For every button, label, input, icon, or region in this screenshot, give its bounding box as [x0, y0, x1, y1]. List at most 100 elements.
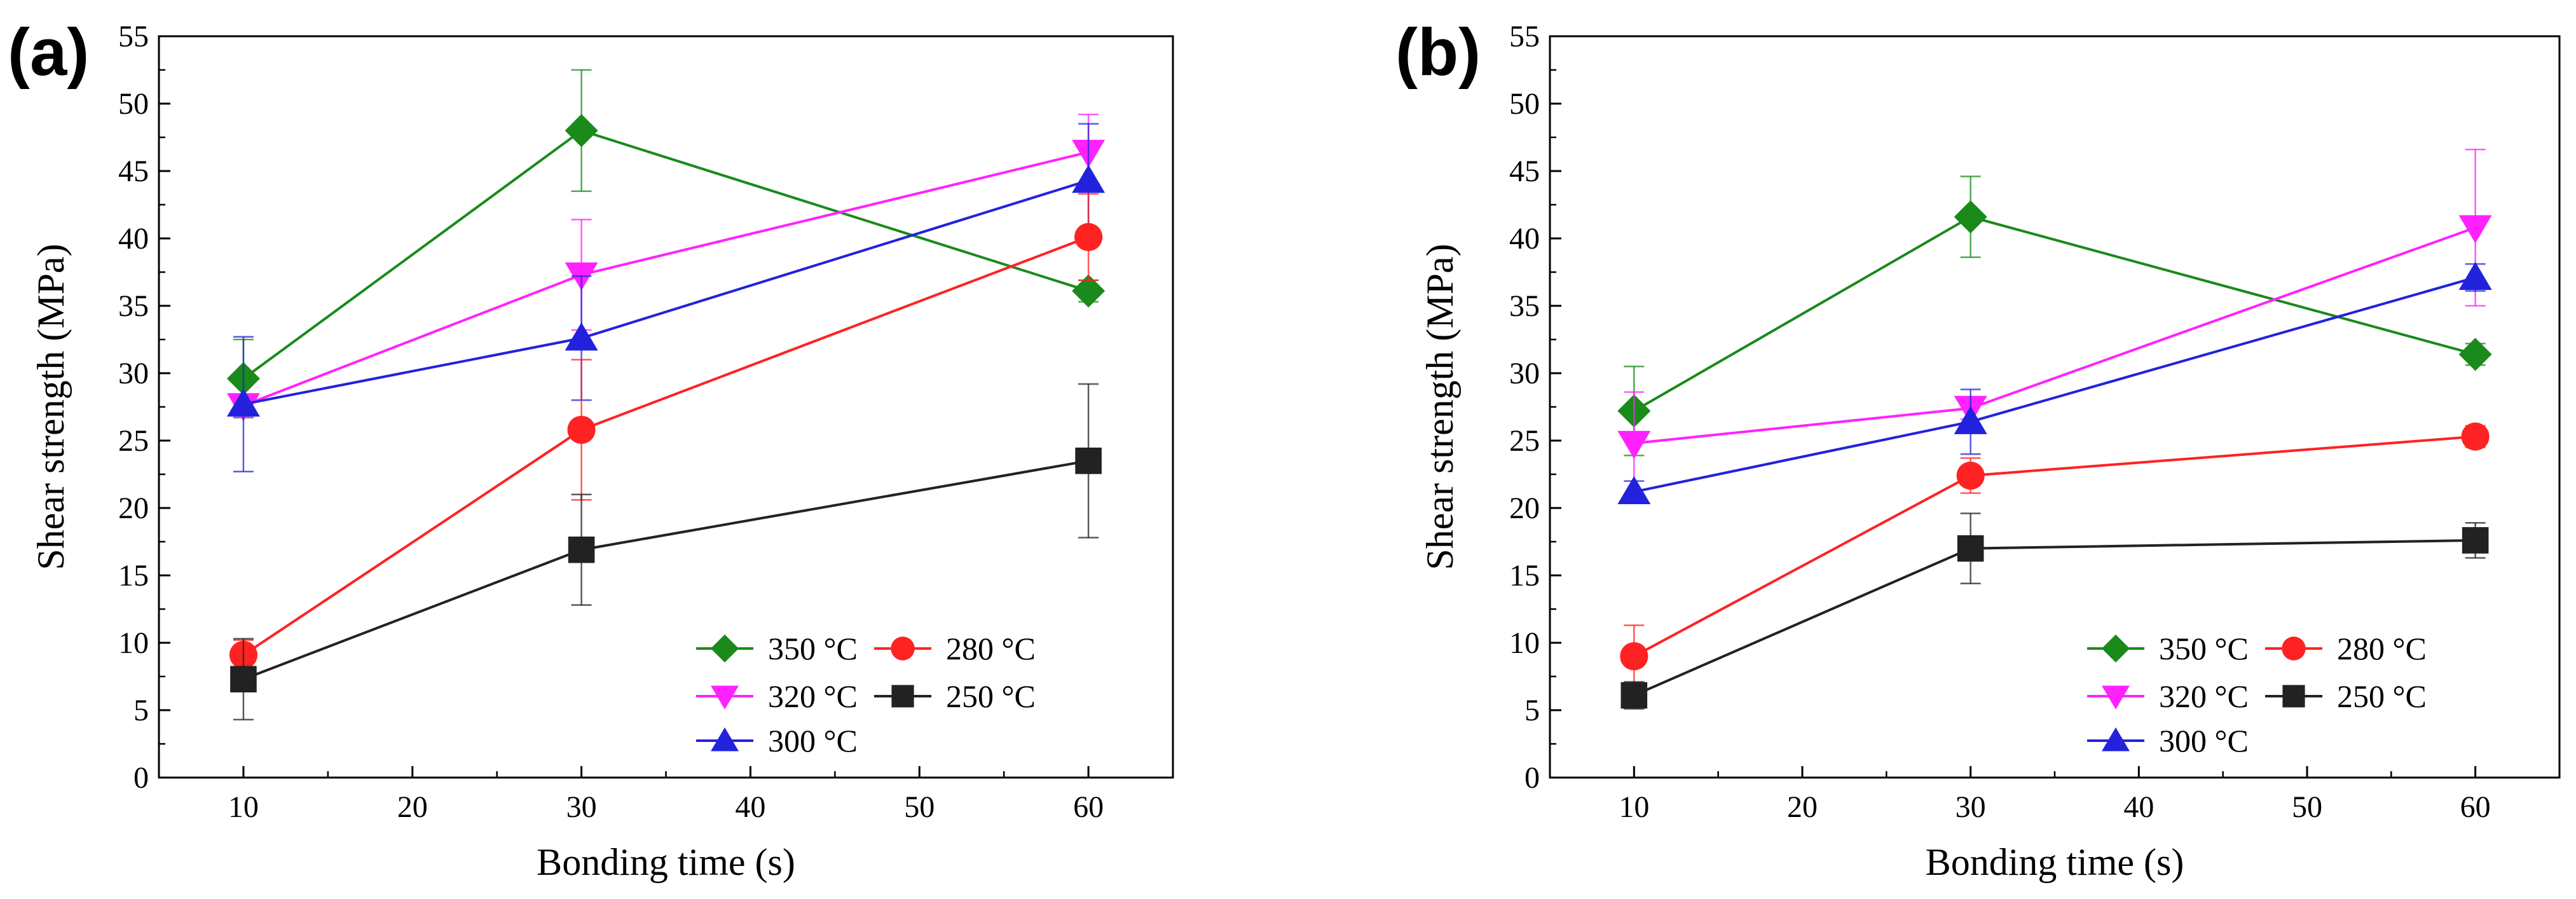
- x-tick-label: 30: [566, 790, 597, 824]
- y-tick-label: 15: [118, 559, 149, 593]
- data-point: [2458, 215, 2492, 244]
- x-tick-label: 40: [735, 790, 765, 824]
- y-tick-label: 45: [1509, 154, 1540, 188]
- series-280C: [229, 193, 1103, 671]
- y-tick-label: 0: [1524, 761, 1540, 795]
- y-tick-label: 35: [118, 289, 149, 323]
- data-point: [1620, 642, 1648, 671]
- y-tick-label: 25: [1509, 424, 1540, 458]
- data-point: [2461, 422, 2490, 451]
- legend-label: 300 °C: [768, 723, 858, 758]
- legend-marker: [2102, 685, 2130, 710]
- series-line: [243, 179, 1089, 406]
- chart-panel-b: (b) 0 5 10 15 20 25 30 35 40 45 50 55 10 20 30 40 50 60 Bon…: [1395, 15, 2561, 883]
- y-tick-label: 10: [1509, 626, 1540, 660]
- legend-label: 350 °C: [2159, 631, 2249, 666]
- y-tick-label: 55: [1509, 20, 1540, 53]
- x-axis-title: Bonding time (s): [537, 841, 795, 883]
- data-point: [1072, 165, 1106, 193]
- y-tick-label: 0: [134, 761, 149, 795]
- legend-marker: [891, 636, 915, 661]
- data-point: [1617, 430, 1651, 459]
- series-250C: [1620, 512, 2489, 710]
- x-tick-label: 40: [2123, 790, 2154, 824]
- legend-marker: [711, 685, 739, 710]
- y-axis-title: Shear strength (MPa): [30, 244, 72, 570]
- y-tick-label: 5: [134, 694, 149, 727]
- x-tick-label: 20: [1787, 790, 1818, 824]
- data-point: [1075, 448, 1102, 474]
- legend-label: 320 °C: [768, 678, 858, 714]
- y-tick-label: 20: [118, 491, 149, 525]
- data-point: [567, 415, 596, 444]
- legend-label: 280 °C: [2337, 631, 2427, 666]
- x-tick-label: 10: [1619, 790, 1649, 824]
- legend-marker: [891, 685, 914, 708]
- data-point: [1072, 274, 1106, 308]
- y-tick-label: 55: [118, 20, 149, 53]
- legend-label: 280 °C: [946, 631, 1036, 666]
- y-tick-label: 20: [1509, 491, 1540, 525]
- legend-label: 300 °C: [2159, 723, 2249, 758]
- x-tick-label: 50: [2292, 790, 2322, 824]
- series-300C: [1617, 261, 2492, 505]
- legend-marker: [711, 727, 739, 751]
- y-tick-label: 15: [1509, 559, 1540, 593]
- x-tick-label: 60: [2460, 790, 2491, 824]
- legend-label: 250 °C: [946, 678, 1036, 714]
- series-350C: [1617, 175, 2492, 456]
- y-axis-title: Shear strength (MPa): [1419, 244, 1461, 570]
- series-line: [1633, 276, 2476, 493]
- series-line: [243, 151, 1089, 407]
- y-tick-label: 45: [118, 154, 149, 188]
- data-point: [1074, 223, 1103, 251]
- data-point: [1956, 462, 1985, 490]
- series-300C: [226, 123, 1106, 473]
- y-tick-label: 30: [1509, 357, 1540, 390]
- x-tick-label: 60: [1073, 790, 1104, 824]
- x-axis-title: Bonding time (s): [1926, 841, 2184, 883]
- data-point: [226, 388, 260, 417]
- series-line: [1634, 226, 2476, 445]
- y-tick-label: 40: [118, 222, 149, 256]
- data-point: [1620, 682, 1648, 709]
- series-250C: [230, 383, 1102, 721]
- y-tick-label: 50: [118, 87, 149, 121]
- y-tick-label: 10: [118, 626, 149, 660]
- y-tick-label: 50: [1509, 87, 1540, 121]
- legend-marker: [2102, 727, 2130, 751]
- plot-frame: [158, 35, 1174, 779]
- legend-marker: [2282, 636, 2306, 661]
- legend-marker: [2282, 685, 2305, 708]
- data-point: [2462, 527, 2489, 554]
- data-point: [2458, 261, 2492, 290]
- series-line: [1633, 539, 2476, 697]
- series-350C: [226, 69, 1106, 419]
- y-tick-label: 35: [1509, 289, 1540, 323]
- x-tick-label: 50: [904, 790, 935, 824]
- data-point: [2458, 338, 2492, 371]
- legend: 350 °C 320 °C 300 °C 280 °C 250 °C: [2087, 631, 2427, 758]
- data-point: [1957, 535, 1984, 562]
- y-tick-label: 5: [1524, 694, 1540, 727]
- data-point: [1954, 200, 1987, 234]
- series-320C: [226, 113, 1106, 422]
- legend-label: 350 °C: [768, 631, 858, 666]
- data-point: [565, 114, 598, 148]
- x-tick-label: 30: [1956, 790, 1986, 824]
- chart-panel-a: (a) 0 5 10 15 20 25 30 35 40 45 50 55 10 20 30 40 50 60 Bon…: [8, 15, 1174, 883]
- x-tick-label: 10: [228, 790, 259, 824]
- y-tick-label: 30: [118, 357, 149, 390]
- panel-label: (b): [1395, 15, 1481, 90]
- legend-marker: [2102, 635, 2130, 662]
- legend-label: 250 °C: [2337, 678, 2427, 714]
- panel-label: (a): [8, 15, 89, 90]
- y-tick-label: 25: [118, 424, 149, 458]
- data-point: [1617, 476, 1651, 505]
- series-line: [242, 236, 1089, 656]
- data-point: [565, 322, 598, 351]
- y-tick-label: 40: [1509, 222, 1540, 256]
- x-tick-label: 20: [397, 790, 428, 824]
- legend: 350 °C 320 °C 300 °C 280 °C 250 °C: [696, 631, 1036, 758]
